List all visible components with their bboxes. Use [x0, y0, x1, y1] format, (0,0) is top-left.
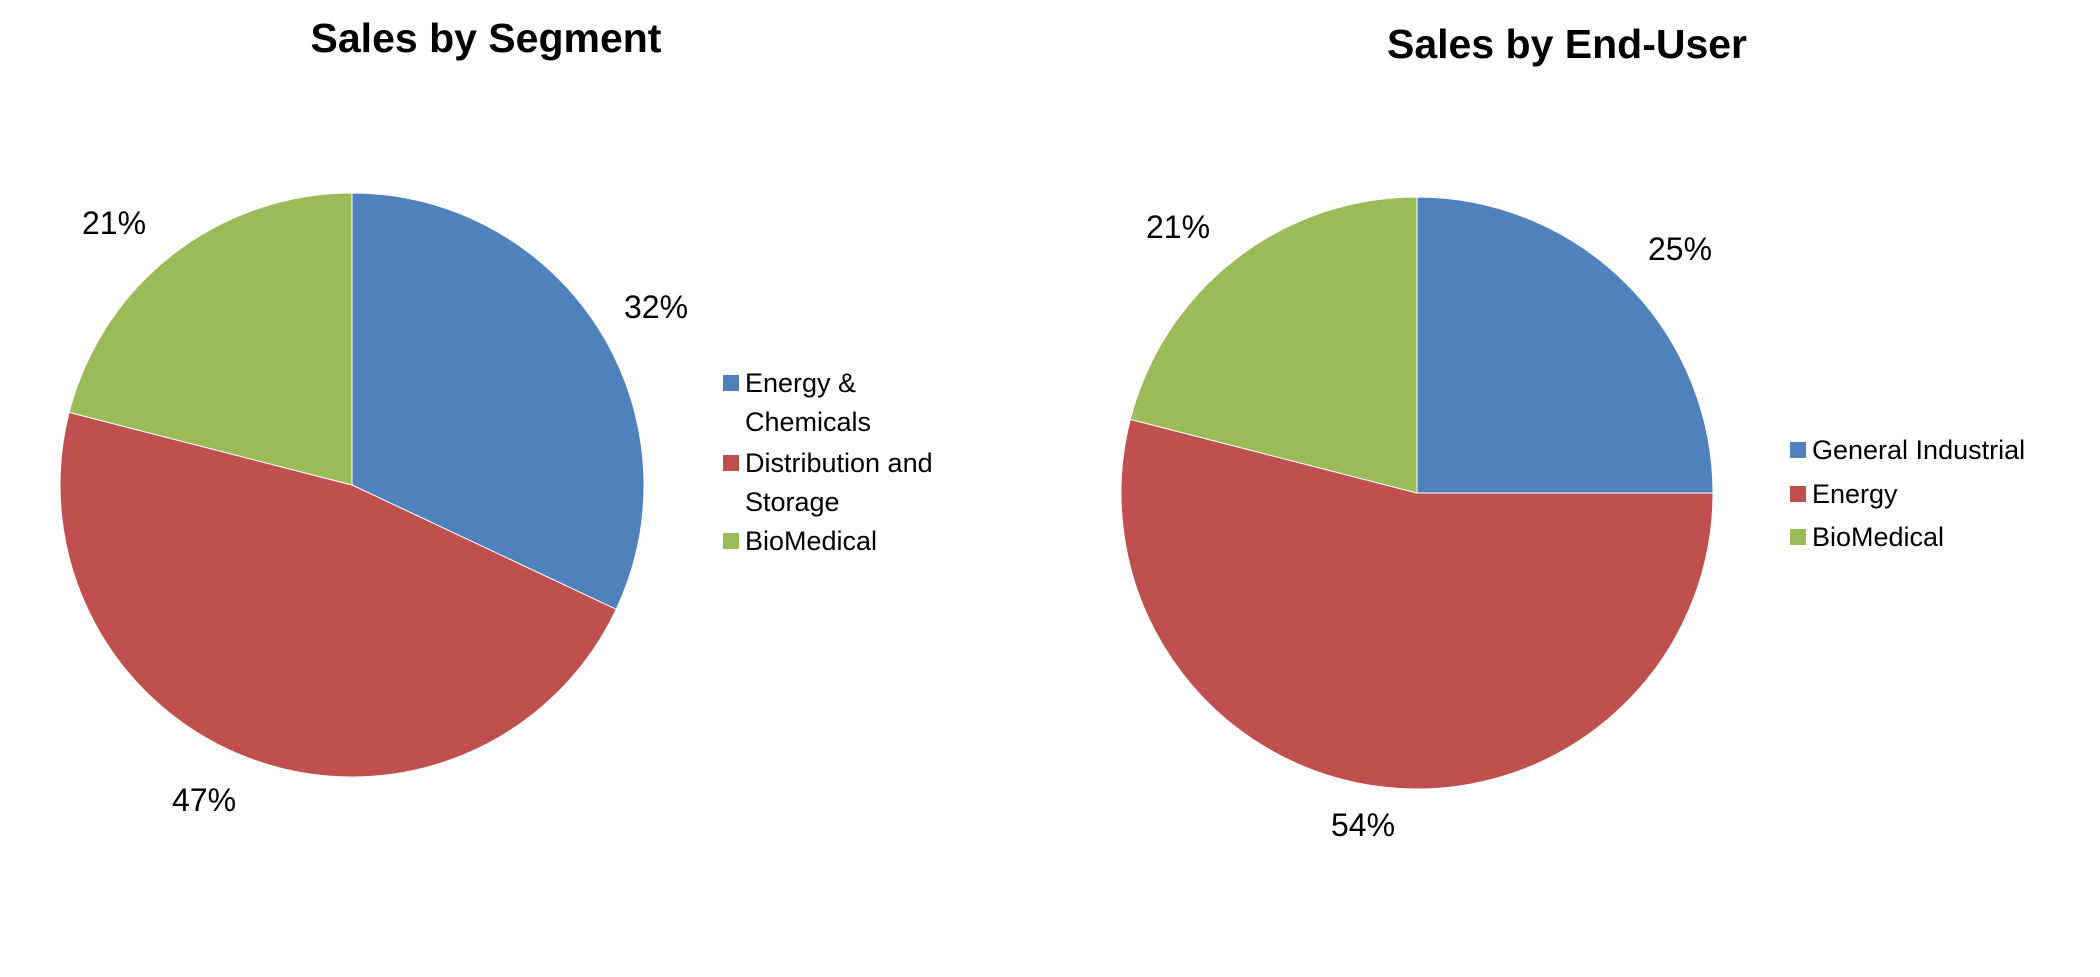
- legend-label: Energy: [1812, 479, 1898, 509]
- legend-label: BioMedical: [1812, 522, 1944, 552]
- legend-label: Distribution and: [745, 448, 933, 478]
- legend-swatch: [723, 375, 739, 391]
- legend-swatch: [1790, 486, 1806, 502]
- data-label: 32%: [624, 289, 688, 325]
- legend-label: General Industrial: [1812, 435, 2025, 465]
- data-label: 54%: [1331, 807, 1395, 843]
- pie-slice-general-industrial: [1416, 196, 1714, 494]
- chart-title: Sales by End-User: [1387, 21, 1747, 67]
- legend-item: BioMedical: [723, 526, 877, 556]
- legend-swatch: [723, 533, 739, 549]
- legend-label: Energy &: [745, 368, 856, 398]
- legend-label: Storage: [745, 487, 840, 517]
- data-label: 47%: [172, 782, 236, 818]
- legend-swatch: [723, 455, 739, 471]
- data-label: 25%: [1648, 231, 1712, 267]
- chart-title: Sales by Segment: [311, 15, 662, 61]
- legend-swatch: [1790, 442, 1806, 458]
- legend-label: BioMedical: [745, 526, 877, 556]
- legend-swatch: [1790, 529, 1806, 545]
- legend-item: Energy & Chemicals: [723, 368, 871, 437]
- data-label: 21%: [1146, 209, 1210, 245]
- pie-slice-biomedical: [68, 192, 353, 486]
- pie-slice-energy: [1120, 418, 1714, 790]
- pie-slice-distribution-and-storage: [59, 411, 617, 778]
- data-label: 21%: [82, 205, 146, 241]
- legend-item: BioMedical: [1790, 522, 1944, 552]
- legend-label: Chemicals: [745, 407, 871, 437]
- legend-item: Energy: [1790, 479, 1898, 509]
- pie-slice-energy-chemicals: [351, 192, 645, 610]
- pie-chart-1: Sales by Segment 32% Energy & Chemicals 47% D…: [59, 15, 933, 818]
- legend-item: Distribution and Storage: [723, 448, 933, 517]
- pie-chart-2: Sales by End-User 25% General Industrial 54…: [1120, 21, 2025, 843]
- legend-item: General Industrial: [1790, 435, 2025, 465]
- pie-slice-biomedical: [1129, 196, 1418, 494]
